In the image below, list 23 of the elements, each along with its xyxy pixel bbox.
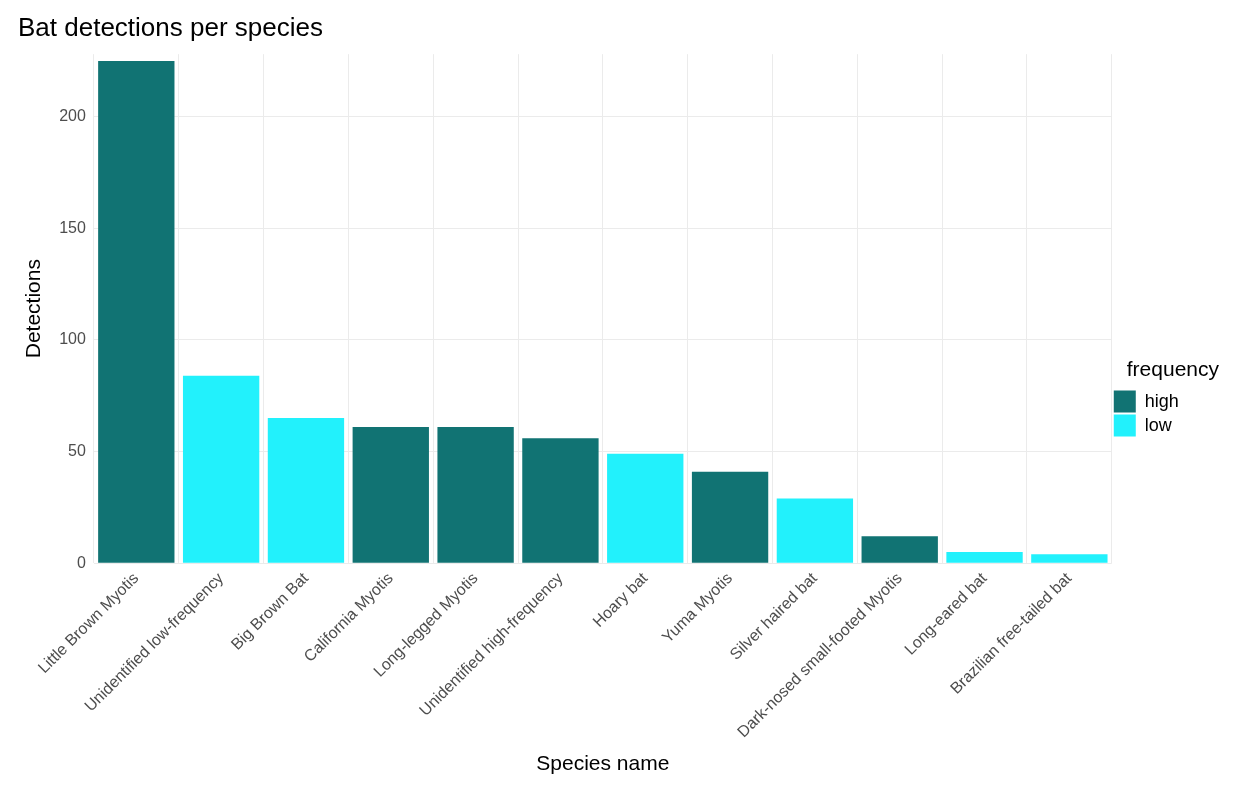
bar [776,498,854,563]
y-tick-label: 0 [76,553,86,571]
y-axis-title: Detections [21,259,45,359]
bar [1031,554,1108,563]
bar [352,426,429,563]
y-tick-label: 150 [59,218,86,236]
y-tick-label: 200 [59,107,86,125]
bar [607,453,684,563]
y-tick-label: 50 [68,441,86,459]
legend-title: frequency [1126,356,1220,380]
legend-label: high [1144,390,1179,411]
bar [861,536,938,563]
chart-title: Bat detections per species [18,11,323,42]
bar [946,551,1023,563]
bar [98,60,175,563]
bar [691,471,769,563]
bar [182,375,260,563]
y-tick-label: 100 [59,330,86,348]
bar [267,418,345,563]
x-axis-title: Species name [536,751,670,775]
bar [437,426,514,563]
legend-label: low [1144,414,1173,435]
bar [522,438,599,563]
